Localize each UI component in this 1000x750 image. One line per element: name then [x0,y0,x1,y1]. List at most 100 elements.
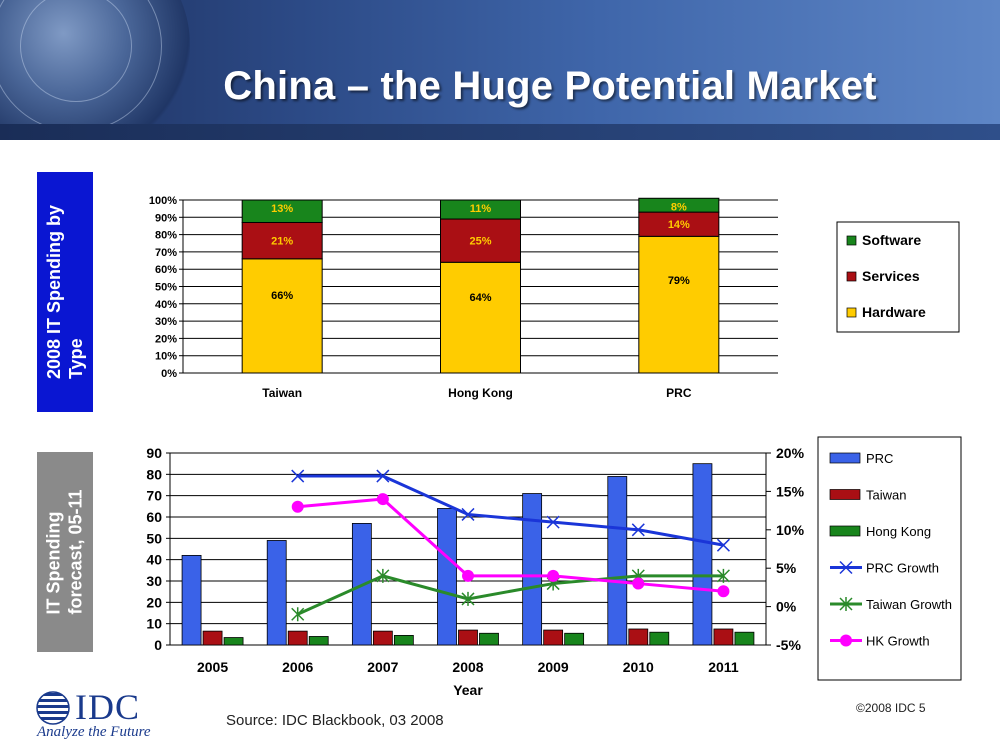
bar-hong-kong [308,636,329,646]
x-tick-label: 2009 [538,659,569,675]
point-hk-growth [632,577,645,590]
bar-hong-kong [649,631,670,646]
point-prc-growth [631,523,645,537]
legend-label: PRC [866,451,893,466]
source-note: Source: IDC Blackbook, 03 2008 [226,712,444,729]
line-prc-growth [297,474,724,547]
y-tick-label: 50% [155,282,177,294]
legend: PRC Taiwan Hong Kong PRC Growth Taiwan Growt… [817,436,962,681]
bar-hong-kong [734,631,755,646]
y-tick-label: 70% [155,247,177,259]
x-tick-label: PRC [666,386,692,400]
idc-logo: IDC Analyze the Future [35,687,165,743]
data-label: 25% [469,236,491,248]
legend-swatch [846,271,857,282]
y-tick-label: 100% [149,195,177,207]
left-tick-label: 0 [154,637,162,653]
stacked-percent-bar-chart: 0% 10% 20% 30% 40% 50% 60% 70% 80% 90% 100% 66% 21% 1… [149,195,960,400]
y-tick-label: 0% [161,368,177,380]
bar-taiwan [628,628,649,646]
x-tick-label: Taiwan [262,386,302,400]
y-tick-label: 40% [155,299,177,311]
point-prc-growth [546,515,560,529]
bar-taiwan [202,630,223,646]
data-label: 8% [671,201,687,213]
legend-label: HK Growth [866,634,930,649]
bar-prc [437,508,457,646]
data-label: 14% [668,219,690,231]
legend: Software Services Hardware [836,221,960,333]
line-taiwan-growth [297,574,724,616]
y-tick-label: 90% [155,212,177,224]
bar-hardware [638,235,720,374]
point-prc-growth [291,469,305,483]
x-tick-label: 2007 [367,659,398,675]
x-tick-label: 2008 [452,659,483,675]
left-tick-label: 40 [146,552,162,568]
data-label: 79% [668,275,690,287]
x-tick-label: Hong Kong [448,386,513,400]
legend-swatch [846,307,857,318]
legend-label: Hardware [862,304,926,320]
data-label: 64% [469,292,491,304]
legend-label: Hong Kong [866,524,931,539]
label-it-spending-forecast: IT Spending forecast, 05-11 [37,452,93,652]
logo-tagline: Analyze the Future [37,724,151,740]
point-hk-growth [376,493,389,506]
legend-swatch [846,235,857,246]
y-tick-label: 30% [155,316,177,328]
y-tick-label: 10% [155,351,177,363]
logo-text: IDC [75,687,140,727]
left-tick-label: 30 [146,573,162,589]
left-tick-label: 10 [146,616,162,632]
right-tick-label: 20% [776,445,805,461]
legend-marker-taiwan-growth [839,597,853,611]
bar-services [241,221,323,260]
bar-software [241,199,323,223]
right-tick-label: 5% [776,560,797,576]
bar-prc [522,493,543,646]
header-band [0,124,1000,140]
slide-title: China – the Huge Potential Market [223,64,877,108]
globe-logo-icon [36,691,70,725]
left-tick-label: 50 [146,530,162,546]
point-prc-growth [716,538,730,552]
y-tick-label: 20% [155,333,177,345]
bar-hong-kong [393,634,414,646]
bar-software [440,199,521,220]
point-taiwan-growth [291,607,305,622]
data-label: 66% [271,290,293,302]
legend-label: Taiwan Growth [866,597,952,612]
right-tick-label: 0% [776,599,797,615]
left-tick-label: 90 [146,445,162,461]
x-tick-label: 2006 [282,659,313,675]
left-tick-label: 60 [146,509,162,525]
bar-taiwan [713,628,734,646]
bar-hong-kong [223,637,244,646]
forecast-combo-chart: 0 10 20 30 40 50 60 70 80 90 -5% 0% 5% 10% 15% 20% 2005 2… [146,436,962,698]
x-tick-label: 2010 [623,659,654,675]
bar-software [638,197,720,213]
bar-prc [266,540,287,646]
data-label: 11% [470,203,492,215]
bar-hardware [440,261,521,374]
legend-marker-hk-growth [840,634,852,647]
bar-services [638,211,720,237]
bar-prc [181,554,202,646]
legend-marker-prc-growth [839,560,853,575]
point-prc-growth [376,469,390,483]
y-tick-label: 60% [155,264,177,276]
line-hk-growth [297,497,724,593]
left-tick-label: 20 [146,594,162,610]
point-taiwan-growth [716,568,730,583]
point-hk-growth [547,569,560,582]
bar-hong-kong [479,632,499,646]
legend-label: Software [862,232,921,248]
bar-taiwan [458,629,478,646]
bar-hardware [241,258,323,374]
bar-prc [692,463,713,646]
x-axis-title: Year [453,682,483,698]
point-hk-growth [462,569,474,582]
data-label: 13% [271,203,293,215]
series-prc-growth [291,469,730,552]
